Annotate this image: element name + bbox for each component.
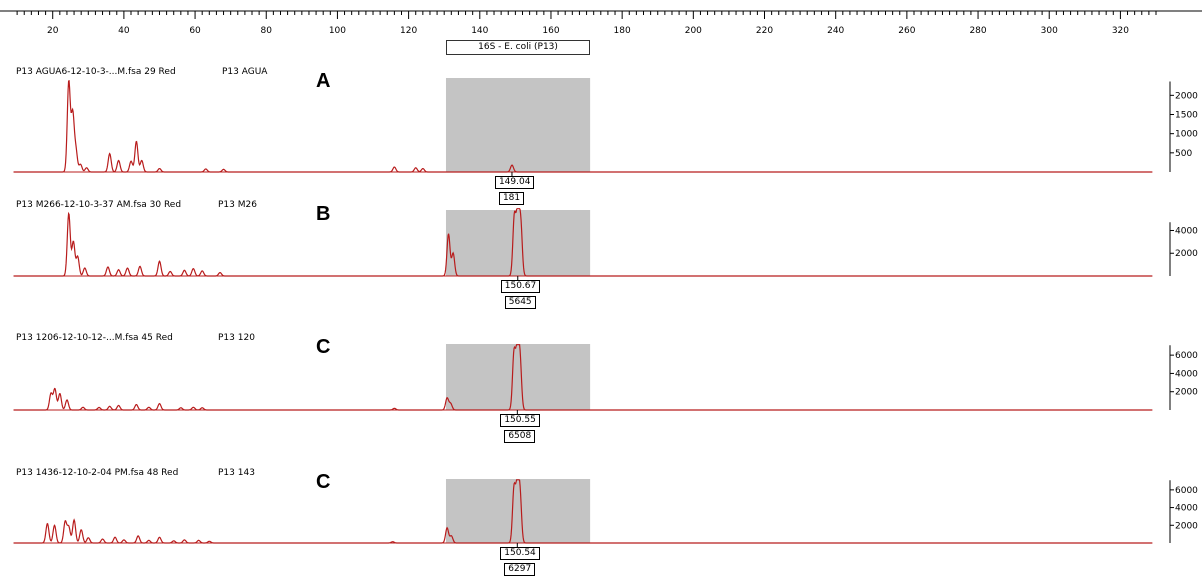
peak-height-box: 181 xyxy=(498,192,525,205)
sample-name-label: P13 AGUA xyxy=(222,67,268,77)
y-tick-label: 6000 xyxy=(1175,351,1198,361)
sample-name-label: P13 143 xyxy=(218,468,255,478)
y-tick-label: 2000 xyxy=(1175,388,1198,398)
peak-size-box: 150.55 xyxy=(500,414,540,427)
x-tick-label: 40 xyxy=(118,26,130,36)
x-tick-label: 60 xyxy=(189,26,201,36)
sample-file-label: P13 1436-12-10-2-04 PM.fsa 48 Red xyxy=(16,468,179,478)
y-tick-label: 1000 xyxy=(1175,130,1198,140)
bin-region xyxy=(445,78,591,172)
y-tick-label: 2000 xyxy=(1175,91,1198,101)
bin-region xyxy=(445,479,591,543)
peak-size-box: 149.04 xyxy=(494,176,535,189)
x-tick-label: 100 xyxy=(329,26,346,36)
bin-region xyxy=(445,210,591,276)
panel-letter: A xyxy=(316,70,331,92)
y-tick-label: 6000 xyxy=(1175,486,1198,496)
y-tick-label: 4000 xyxy=(1175,369,1198,379)
sample-file-label: P13 AGUA6-12-10-3-...M.fsa 29 Red xyxy=(16,67,176,77)
x-tick-label: 200 xyxy=(685,26,702,36)
peak-height-box: 6508 xyxy=(504,430,536,443)
peak-size-box: 150.54 xyxy=(500,547,540,560)
x-tick-label: 240 xyxy=(827,26,844,36)
sample-name-label: P13 M26 xyxy=(218,200,257,210)
sample-file-label: P13 1206-12-10-12-...M.fsa 45 Red xyxy=(16,333,173,343)
x-tick-label: 80 xyxy=(261,26,273,36)
panel-letter: B xyxy=(316,203,331,225)
sample-name-label: P13 120 xyxy=(218,333,255,343)
x-tick-label: 300 xyxy=(1041,26,1058,36)
y-tick-label: 500 xyxy=(1175,149,1192,159)
x-tick-label: 180 xyxy=(614,26,631,36)
bin-label: 16S - E. coli (P13) xyxy=(445,40,591,55)
peak-height-box: 5645 xyxy=(504,296,536,309)
x-tick-label: 20 xyxy=(47,26,59,36)
x-tick-label: 120 xyxy=(400,26,417,36)
x-tick-label: 320 xyxy=(1112,26,1129,36)
y-tick-label: 4000 xyxy=(1175,504,1198,514)
y-tick-label: 2000 xyxy=(1175,249,1198,259)
x-tick-label: 260 xyxy=(898,26,915,36)
y-tick-label: 4000 xyxy=(1175,226,1198,236)
x-tick-label: 140 xyxy=(471,26,488,36)
x-tick-label: 280 xyxy=(969,26,986,36)
x-tick-label: 160 xyxy=(542,26,559,36)
bin-region xyxy=(445,344,591,410)
panel-letter: C xyxy=(316,471,331,493)
sample-file-label: P13 M266-12-10-3-37 AM.fsa 30 Red xyxy=(16,200,182,210)
peak-size-box: 150.67 xyxy=(500,280,541,293)
peak-height-box: 6297 xyxy=(504,563,536,576)
x-tick-label: 220 xyxy=(756,26,773,36)
y-tick-label: 1500 xyxy=(1175,111,1198,121)
panel-letter: C xyxy=(316,336,331,358)
y-tick-label: 2000 xyxy=(1175,521,1198,531)
